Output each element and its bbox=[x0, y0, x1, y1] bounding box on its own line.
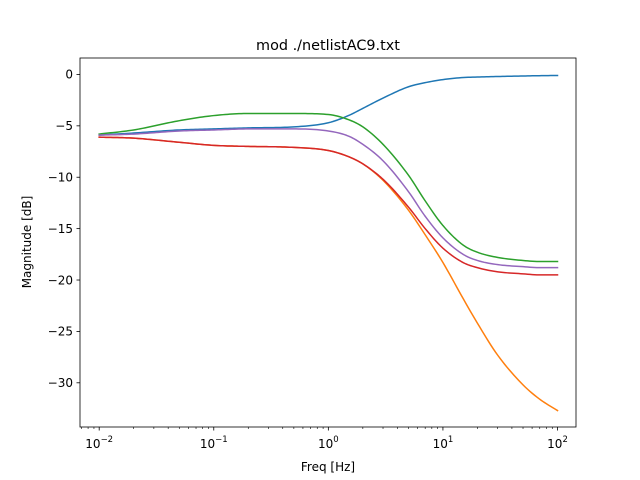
y-tick-label: −25 bbox=[48, 325, 73, 339]
x-tick-label: 101 bbox=[433, 435, 454, 451]
series-line-5 bbox=[98, 128, 559, 269]
y-tick-label: 0 bbox=[65, 68, 73, 82]
y-tick-label: −10 bbox=[48, 171, 73, 185]
series-layer bbox=[98, 74, 559, 412]
series-line-4 bbox=[98, 136, 559, 276]
chart-title: mod ./netlistAC9.txt bbox=[256, 38, 400, 54]
y-axis-label: Magnitude [dB] bbox=[20, 196, 34, 289]
series-line-3 bbox=[98, 112, 559, 263]
y-tick-label: −15 bbox=[48, 222, 73, 236]
x-tick-label: 100 bbox=[318, 435, 339, 451]
axes-layer: 10−2 10−1 100 101 102 0 −5 −10 −15 −20 −25 −30 bbox=[48, 57, 577, 451]
x-axis-label: Freq [Hz] bbox=[301, 460, 355, 474]
x-tick-label: 102 bbox=[547, 435, 568, 451]
y-tick-label: −5 bbox=[55, 119, 73, 133]
x-tick-label: 10−1 bbox=[200, 435, 228, 451]
series-line-1 bbox=[98, 74, 559, 136]
x-tick-label: 10−2 bbox=[85, 435, 113, 451]
y-tick-label: −20 bbox=[48, 273, 73, 287]
y-tick-label: −30 bbox=[48, 376, 73, 390]
